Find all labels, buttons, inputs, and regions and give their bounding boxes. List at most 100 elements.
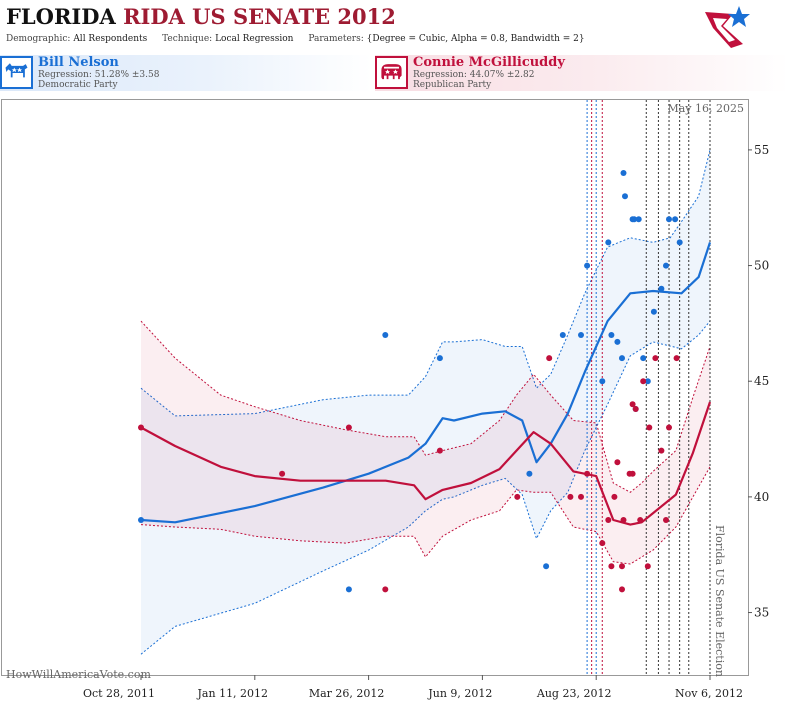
dem-poll-point [672, 216, 679, 223]
dem-poll-point [614, 338, 621, 345]
candidate-banner: Bill Nelson Regression: 51.28% ±3.58 Dem… [0, 55, 789, 93]
rep-poll-point [345, 424, 352, 431]
dem-poll-point [138, 517, 144, 523]
dem-poll-point [605, 239, 612, 246]
rep-poll-point [578, 493, 584, 500]
dem-poll-point [345, 586, 352, 593]
x-axis: Oct 28, 2011 Jan 11, 2012 Mar 26, 2012 Jun … [83, 675, 743, 700]
rep-poll-point [279, 470, 286, 477]
rep-poll-point [644, 563, 651, 570]
demographic-label: Demographic: [6, 34, 71, 44]
dem-party: Democratic Party [38, 80, 118, 90]
candidate-dem: Bill Nelson Regression: 51.28% ±3.58 Dem… [0, 55, 372, 91]
dem-poll-point [640, 355, 647, 362]
x-tick-label: Jun 9, 2012 [427, 687, 492, 700]
rep-poll-point [632, 406, 639, 412]
rep-poll-point [608, 563, 615, 570]
demographic-value: All Respondents [73, 34, 148, 44]
parameters-line: Demographic: All Respondents Technique: … [6, 34, 585, 44]
rep-poll-point [619, 586, 625, 593]
rep-candidate-name: Connie McGillicuddy [413, 55, 565, 70]
rep-poll-point [436, 447, 443, 454]
rep-poll-point [614, 459, 621, 466]
dem-poll-point [622, 193, 628, 200]
dem-poll-point [650, 308, 657, 315]
dem-poll-point [599, 378, 606, 385]
rep-poll-point [514, 493, 521, 500]
rep-poll-point [658, 447, 665, 454]
page-title: FLORIDA RIDA US SENATE 2012 [6, 4, 396, 29]
dem-poll-point [543, 563, 550, 570]
rep-poll-point [619, 563, 625, 570]
dem-poll-point [382, 332, 389, 338]
poll-points [138, 170, 683, 593]
rep-poll-point [637, 517, 644, 523]
x-tick-label: Jan 11, 2012 [197, 687, 269, 700]
plot-frame [1, 99, 749, 676]
annotation-date: May 16, 2025 [667, 102, 744, 115]
parameters-label: Parameters: [308, 34, 364, 44]
rep-poll-point [567, 493, 574, 500]
parameters-value: {Degree = Cubic, Alpha = 0.8, Bandwidth … [366, 34, 585, 44]
site-logo-icon [705, 6, 750, 48]
dem-poll-point [436, 355, 443, 362]
y-axis: 35 40 45 50 55 [748, 143, 769, 620]
dem-poll-point [676, 239, 683, 246]
rep-poll-point [546, 355, 553, 362]
rep-poll-point [620, 517, 627, 523]
dem-poll-point [608, 332, 615, 338]
rep-confidence-area [141, 321, 710, 564]
rep-poll-point [652, 355, 659, 362]
title-race: RIDA US SENATE 2012 [123, 4, 396, 29]
rep-poll-point [629, 470, 636, 477]
regression-lines [140, 242, 712, 526]
dem-regression: Regression: 51.28% ±3.58 [38, 70, 160, 80]
rep-poll-point [605, 517, 612, 523]
rep-poll-point [382, 586, 389, 593]
dem-poll-point [644, 378, 651, 385]
y-tick-label: 55 [754, 143, 769, 157]
watermark: HowWillAmericaVote.com [6, 668, 151, 681]
dem-candidate-name: Bill Nelson [38, 55, 119, 70]
dem-poll-point [666, 216, 672, 223]
rep-poll-point [138, 424, 144, 431]
y-tick-label: 50 [754, 259, 769, 273]
donkey-icon [0, 56, 33, 89]
dem-poll-point [559, 332, 566, 338]
rep-upper-bound [140, 320, 711, 493]
election-label: Florida US Senate Election [713, 525, 726, 677]
dem-poll-point [526, 470, 533, 477]
rep-regression-line [140, 401, 712, 526]
dem-confidence-area [141, 149, 710, 655]
page-header: FLORIDA RIDA US SENATE 2012 Demographic:… [0, 0, 789, 55]
elephant-icon [375, 56, 408, 89]
rep-poll-point [666, 424, 672, 431]
dem-poll-point [658, 285, 665, 292]
technique-value: Local Regression [215, 34, 294, 44]
rep-poll-point [584, 470, 591, 477]
dem-poll-point [584, 262, 591, 269]
dem-poll-point [620, 170, 627, 176]
dem-poll-point [578, 332, 584, 338]
candidate-rep: Connie McGillicuddy Regression: 44.07% ±… [375, 55, 789, 91]
rep-poll-point [611, 493, 618, 500]
rep-poll-point [599, 540, 606, 547]
title-state: FLORIDA [6, 4, 116, 29]
rep-poll-point [673, 355, 680, 362]
x-tick-label: Oct 28, 2011 [83, 687, 155, 700]
y-tick-label: 40 [754, 490, 769, 504]
dem-poll-point [631, 216, 638, 223]
rep-regression: Regression: 44.07% ±2.82 [413, 70, 535, 80]
x-tick-label: Mar 26, 2012 [309, 687, 385, 700]
poll-chart: Oct 28, 2011 Jan 11, 2012 Mar 26, 2012 Jun … [1, 99, 769, 700]
rep-party: Republican Party [413, 80, 492, 90]
x-tick-label: Nov 6, 2012 [675, 687, 743, 700]
dem-poll-point [663, 262, 669, 269]
dem-lower-bound [140, 320, 711, 655]
dem-poll-point [635, 216, 642, 223]
technique-label: Technique: [162, 34, 213, 44]
rep-poll-point [663, 517, 669, 523]
y-tick-label: 45 [754, 374, 769, 388]
x-tick-label: Aug 23, 2012 [536, 687, 612, 700]
rep-poll-point [646, 424, 653, 431]
